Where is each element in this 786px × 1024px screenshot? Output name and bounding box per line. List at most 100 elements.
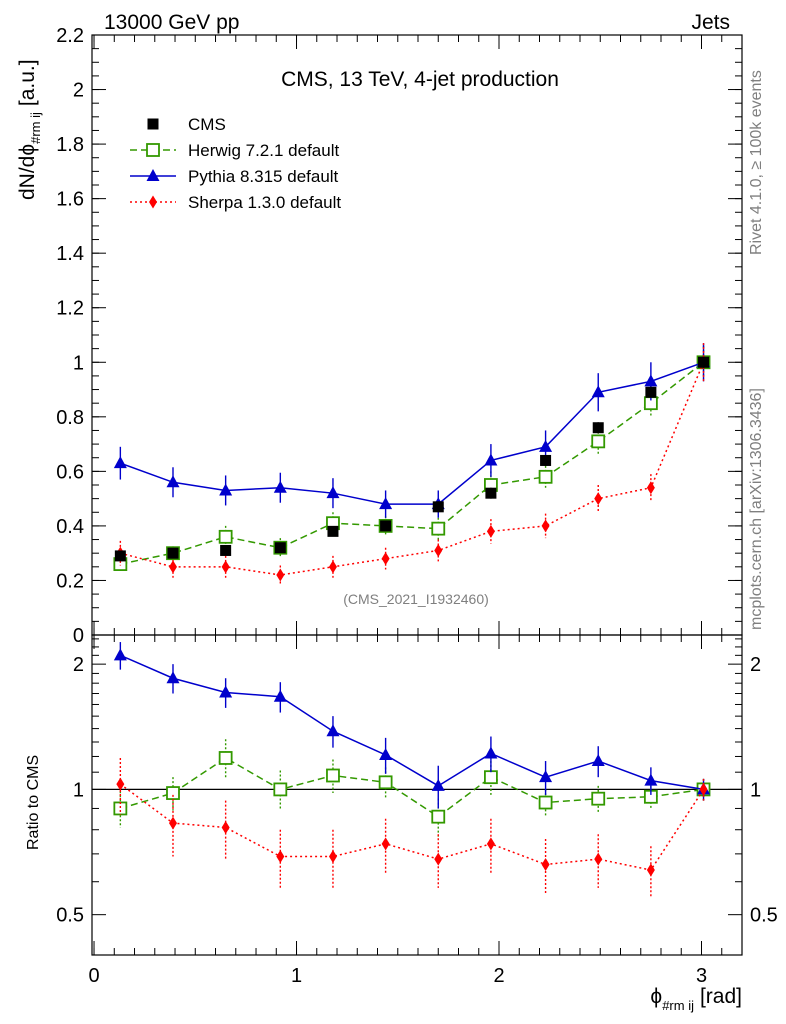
main-point [540, 454, 552, 466]
main-ytick-label: 1.8 [56, 134, 84, 156]
main-ylabel-sub: #rm ij [28, 112, 43, 144]
ratio-line [119, 783, 705, 871]
ratio-point [644, 773, 658, 786]
legend-marker [146, 143, 160, 157]
main-point [113, 456, 127, 469]
main-ytick-label: 0 [73, 625, 84, 647]
main-ytick-label: 1.2 [56, 298, 84, 320]
ratio-ytick-label-left: 0.5 [56, 905, 84, 927]
main-ytick-label: 0.6 [56, 461, 84, 483]
main-ytick-label: 1.6 [56, 189, 84, 211]
ratio-point [218, 751, 233, 765]
ratio-line [120, 757, 704, 818]
ratio-ytick-label-right: 1 [750, 779, 761, 801]
ratio-point [591, 791, 606, 806]
xlabel-sub: #rm ij [662, 998, 694, 1013]
ratio-xtick-label: 1 [291, 965, 302, 987]
ratio-point [381, 837, 390, 851]
mcplots-label: mcplots.cern.ch [arXiv:1306.3436] [748, 388, 765, 630]
ratio-series-herwig [113, 739, 711, 837]
main-point [167, 547, 179, 559]
xlabel-text: ϕ [650, 985, 662, 1008]
main-ticks: 0 0.2 0.4 0.6 0.8 1 1.2 1.4 1.6 1.8 2 2.2 [56, 25, 743, 647]
main-plot-area [113, 343, 711, 585]
main-ytick-label: 0.4 [56, 516, 84, 538]
main-point [218, 529, 233, 544]
main-ytick-label: 0.2 [56, 570, 84, 592]
main-point [592, 422, 604, 434]
legend-entry: Herwig 7.2.1 default [130, 141, 339, 160]
legend-label: CMS [188, 115, 226, 134]
main-point [328, 560, 337, 574]
main-ytick-label: 1.4 [56, 243, 84, 265]
main-point [432, 501, 444, 513]
header-left: 13000 GeV pp [104, 11, 239, 34]
ratio-ylabel: Ratio to CMS [25, 755, 42, 850]
legend-label: Pythia 8.315 default [188, 167, 339, 186]
legend-label: Herwig 7.2.1 default [188, 141, 339, 160]
main-point [698, 356, 710, 368]
ratio-point [484, 746, 498, 759]
ratio-point [113, 801, 128, 816]
ratio-point [276, 849, 285, 863]
ratio-frame [91, 634, 743, 956]
ratio-point [326, 768, 340, 783]
ratio-point [431, 778, 445, 791]
ratio-point [166, 786, 180, 800]
main-series-cms [114, 356, 710, 562]
main-point [166, 475, 180, 488]
ratio-point [539, 770, 553, 783]
ratio-xtick-label: 2 [493, 965, 504, 987]
main-ytick-label: 0.8 [56, 407, 84, 429]
main-point [327, 525, 339, 537]
ratio-panel: 0.5 0.5 1 1 2 2 0 1 2 3 Ratio to CMS ϕ#rm ij [rad] [25, 634, 778, 1013]
main-point [486, 524, 495, 538]
ratio-series-pythia [113, 642, 711, 809]
main-ylabel-unit: [a.u.] [16, 59, 39, 106]
main-point [591, 385, 605, 398]
main-point [485, 487, 497, 499]
rivet-label: Rivet 4.1.0, ≥ 100k events [748, 70, 765, 255]
ratio-ytick-label-left: 2 [73, 654, 84, 676]
ratio-point [699, 782, 708, 796]
xlabel-unit: [rad] [700, 985, 742, 1008]
main-point [221, 560, 230, 574]
main-point [276, 568, 285, 582]
main-point [219, 483, 233, 496]
ratio-point [116, 777, 125, 791]
ratio-point [221, 820, 230, 834]
main-ytick-label: 2 [73, 80, 84, 102]
xlabel: ϕ#rm ij [rad] [650, 985, 742, 1013]
main-point [645, 386, 657, 398]
ratio-point [594, 852, 603, 866]
ratio-plot-area [92, 642, 742, 898]
ratio-point [326, 724, 340, 737]
main-point [326, 486, 340, 499]
main-point [380, 520, 392, 532]
ratio-point [541, 858, 550, 872]
main-point [484, 453, 498, 466]
main-point [594, 492, 603, 506]
ratio-point [591, 754, 605, 767]
main-point [539, 439, 553, 452]
ratio-point [378, 775, 393, 790]
ratio-point [434, 852, 443, 866]
main-point [379, 497, 393, 510]
legend-marker [147, 118, 159, 130]
svg-text:ϕ#rm ij[rad]: ϕ#rm ij [rad] [650, 985, 742, 1013]
analysis-watermark: (CMS_2021_I1932460) [343, 591, 489, 607]
main-point [591, 434, 606, 449]
ratio-point [328, 849, 337, 863]
ratio-point [486, 837, 495, 851]
ratio-point [273, 782, 288, 797]
main-series-sherpa [116, 343, 708, 585]
main-line [120, 361, 704, 505]
svg-text:dN/dϕ#rm ij[a.u.]: dN/dϕ#rm ij [a.u.] [16, 59, 43, 200]
ratio-point [168, 816, 177, 830]
legend-entry: Pythia 8.315 default [130, 167, 339, 186]
ratio-point [113, 648, 127, 661]
main-point [114, 550, 126, 562]
ratio-point [538, 795, 553, 810]
ratio-ytick-label-right: 0.5 [750, 905, 778, 927]
